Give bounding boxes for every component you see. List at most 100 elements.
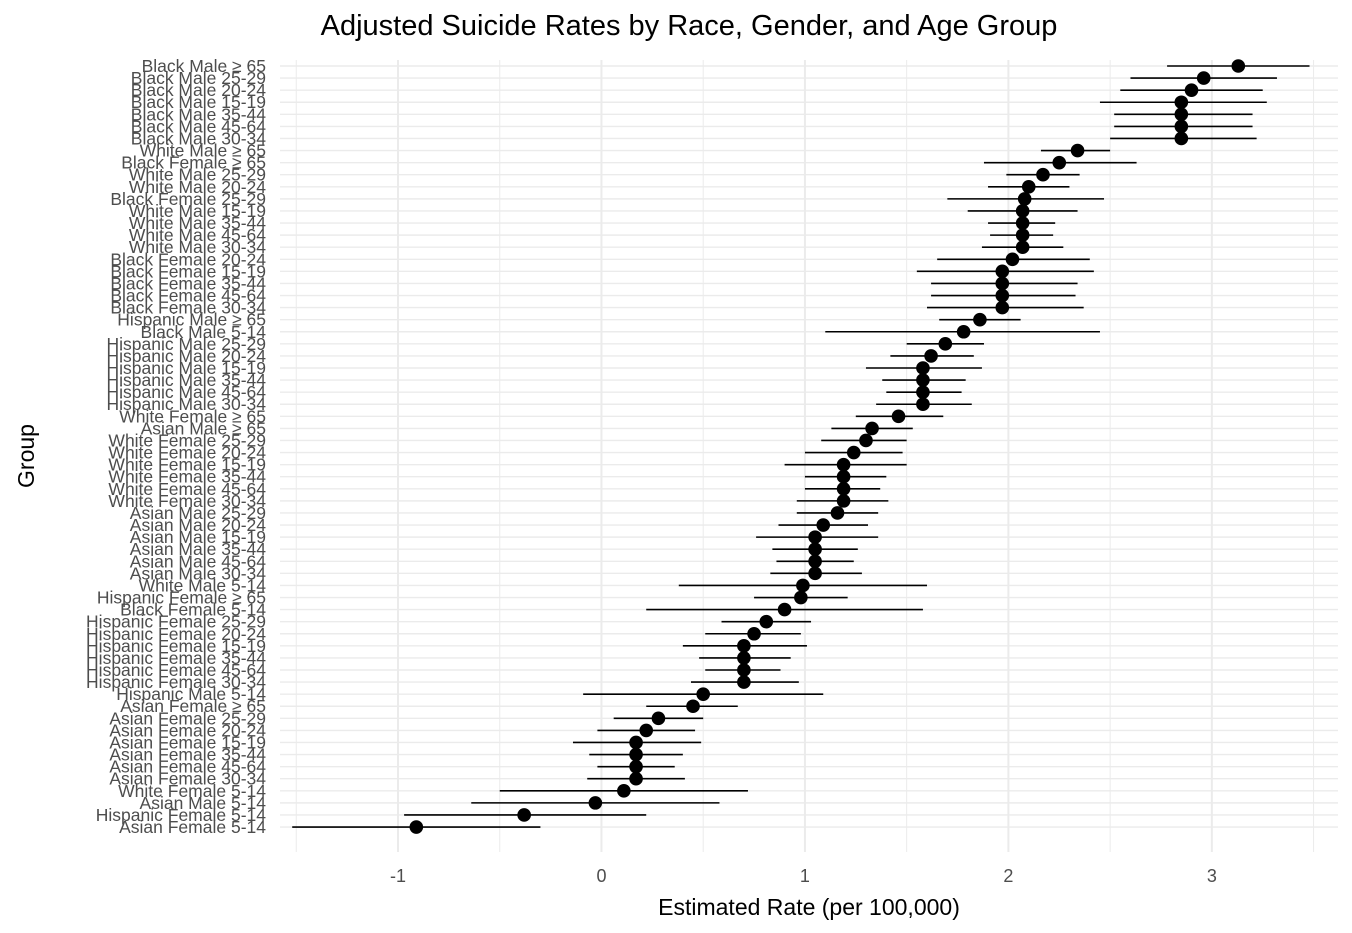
estimate-point (865, 421, 879, 436)
y-tick-label: Hispanic Male 5-14 (116, 684, 266, 704)
y-tick-label: Black Male ≥ 65 (142, 56, 266, 76)
estimate-point (956, 324, 971, 339)
y-tick-label: Hispanic Male 30-34 (106, 394, 266, 414)
y-tick-label: Hispanic Female 30-34 (86, 672, 266, 692)
y-tick-label: White Female 35-44 (108, 467, 266, 487)
y-tick-label: Asian Female ≥ 65 (120, 696, 266, 716)
y-tick-label: Asian Male 45-64 (130, 551, 266, 571)
y-tick-label: White Male 25-29 (129, 165, 266, 185)
y-tick-label: Asian Male 20-24 (130, 515, 266, 535)
estimate-point (686, 699, 700, 714)
estimate-point (588, 796, 603, 810)
estimate-point (794, 590, 808, 605)
errorbar-layer (292, 65, 1310, 828)
y-tick-label: Asian Female 30-34 (109, 769, 266, 789)
estimate-point (617, 784, 631, 798)
y-tick-label: Asian Male 35-44 (130, 539, 266, 559)
y-tick-label: Asian Male 30-34 (130, 563, 266, 583)
estimate-point (1005, 252, 1020, 267)
estimate-point (995, 264, 1010, 279)
y-tick-label: Asian Male 25-29 (130, 503, 266, 523)
y-tick-label: Black Female 25-29 (110, 189, 266, 209)
y-tick-label: Hispanic Female 25-29 (86, 612, 266, 632)
y-tick-label: Black Female 30-34 (110, 298, 266, 318)
estimate-point (1036, 167, 1050, 182)
estimate-point (1015, 240, 1030, 254)
y-tick-label: Hispanic Female 20-24 (86, 624, 266, 644)
estimate-point (1015, 228, 1030, 242)
y-tick-label: Black Female 15-19 (110, 261, 266, 281)
estimate-point (1174, 119, 1189, 134)
y-tick-label: White Female 20-24 (108, 443, 266, 463)
y-tick-label: Asian Female 35-44 (109, 745, 266, 765)
estimate-point (777, 602, 792, 617)
estimate-point (1231, 59, 1246, 73)
x-tick-label: 2 (1003, 866, 1013, 886)
estimate-point (924, 349, 938, 363)
y-tick-label: Hispanic Male 25-29 (106, 334, 266, 354)
estimate-point (808, 542, 822, 556)
y-tick-label: Hispanic Male 20-24 (106, 346, 266, 366)
y-tick-label: Hispanic Female ≥ 65 (97, 588, 266, 608)
estimate-point (916, 373, 930, 387)
estimate-point (737, 651, 751, 665)
y-tick-label: Black Male 45-64 (131, 116, 266, 136)
estimate-point (836, 482, 851, 496)
x-tick-labels: -1 0 1 2 3 (390, 866, 1217, 886)
estimate-point (836, 457, 851, 472)
y-tick-label: White Female 45-64 (108, 479, 266, 499)
estimate-point (629, 771, 643, 786)
y-tick-label: Hispanic Female 35-44 (86, 648, 266, 668)
y-tick-label: Black Male 25-29 (131, 68, 266, 88)
y-tick-label: Hispanic Male 45-64 (106, 382, 266, 402)
grid-layer (280, 60, 1338, 852)
y-tick-label: Black Male 20-24 (131, 80, 266, 100)
y-tick-label: White Male 5-14 (139, 575, 267, 595)
y-tick-label: White Male 30-34 (129, 237, 266, 257)
estimate-point (891, 409, 906, 424)
y-tick-label: Asian Female 20-24 (109, 720, 266, 740)
y-tick-label: Asian Female 25-29 (109, 708, 266, 728)
y-tick-label: White Male 20-24 (129, 177, 266, 197)
estimate-point (830, 506, 845, 520)
estimate-point (808, 530, 822, 544)
estimate-point (1196, 71, 1211, 85)
y-tick-label: White Female 30-34 (108, 491, 266, 511)
estimate-point (629, 735, 643, 750)
y-tick-label: Black Female 20-24 (110, 249, 266, 269)
estimate-point (737, 663, 751, 677)
estimate-point (1021, 180, 1036, 194)
estimate-point (409, 820, 424, 834)
estimate-point (629, 747, 643, 762)
estimate-point (916, 397, 930, 412)
x-tick-label: 0 (596, 866, 606, 886)
estimate-point (517, 808, 531, 822)
estimate-point (1174, 107, 1189, 122)
estimate-point (696, 687, 710, 701)
estimate-point (1015, 204, 1030, 218)
estimate-point (973, 312, 987, 327)
y-tick-label: Asian Male ≥ 65 (141, 418, 266, 438)
estimate-point (995, 300, 1010, 315)
y-tick-label: White Female ≥ 65 (119, 406, 266, 426)
chart-title: Adjusted Suicide Rates by Race, Gender, … (320, 10, 1058, 42)
y-tick-label: Black Female 45-64 (110, 286, 266, 306)
y-tick-label: Asian Male 5-14 (140, 793, 267, 813)
estimate-point (651, 711, 666, 726)
x-tick-label: 1 (800, 866, 810, 886)
y-tick-label: Asian Female 15-19 (109, 732, 266, 752)
estimate-point (808, 554, 822, 569)
y-tick-label: Hispanic Female 45-64 (86, 660, 266, 680)
y-tick-label: Hispanic Female 15-19 (86, 636, 266, 656)
y-tick-label: Black Female 35-44 (110, 273, 266, 293)
y-tick-label: White Male 45-64 (129, 225, 266, 245)
estimate-point (759, 614, 774, 629)
y-tick-label: Black Male 30-34 (131, 128, 266, 148)
y-tick-label: White Female 5-14 (118, 781, 266, 801)
y-tick-label: Hispanic Male ≥ 65 (117, 310, 266, 330)
estimate-point (747, 626, 761, 641)
y-tick-label: Asian Female 5-14 (119, 817, 266, 837)
estimate-point (1052, 155, 1067, 170)
estimate-point (796, 578, 810, 593)
